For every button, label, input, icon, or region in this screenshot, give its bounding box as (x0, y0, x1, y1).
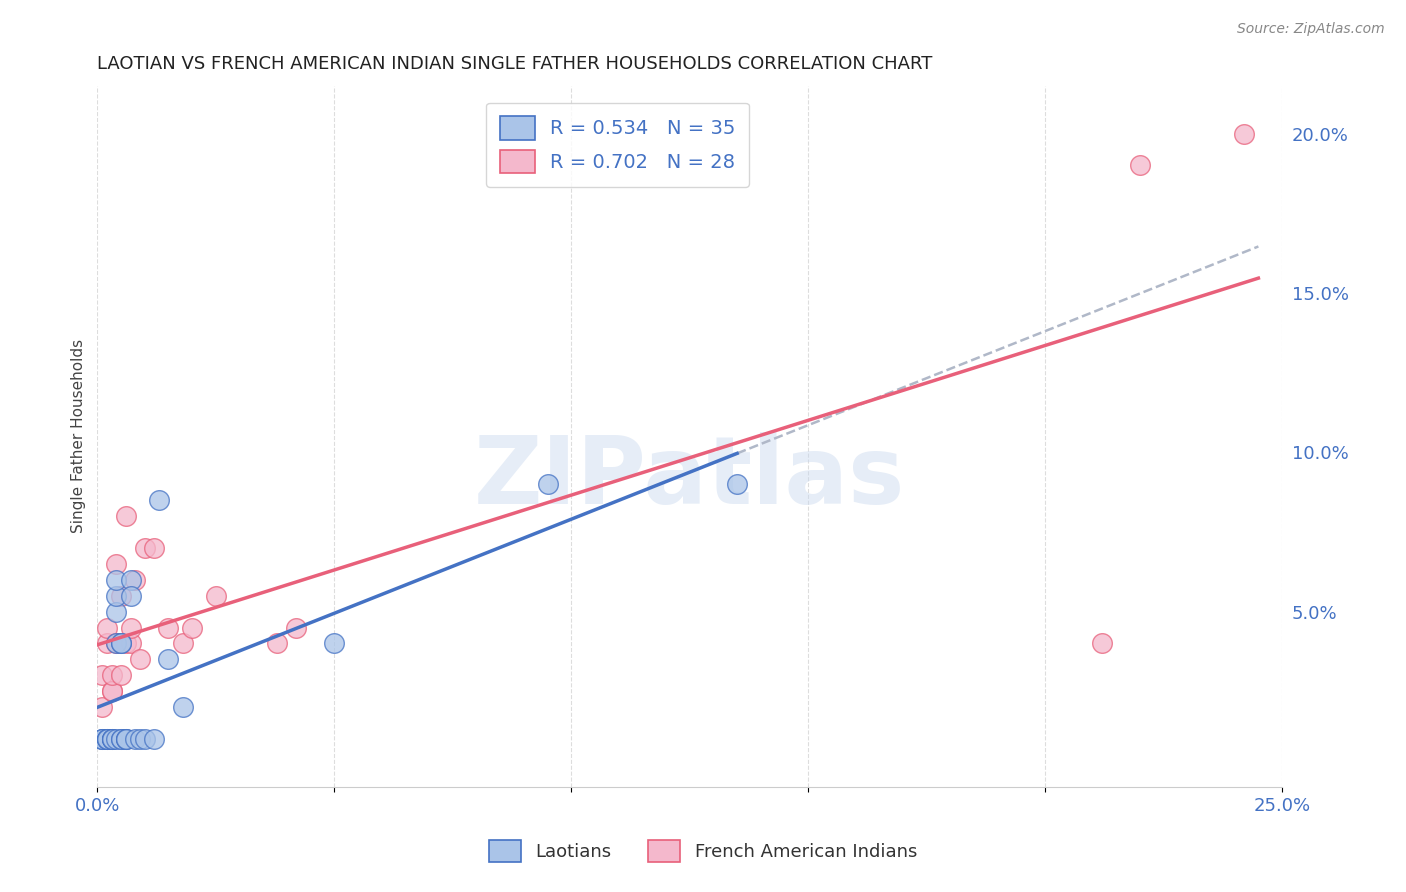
Point (100, 732, 122, 747)
Point (96, 732, 118, 747)
Point (114, 636, 136, 650)
Point (120, 620, 142, 634)
Point (91, 668, 114, 682)
Point (100, 684, 122, 698)
Point (157, 620, 180, 634)
Text: Source: ZipAtlas.com: Source: ZipAtlas.com (1237, 22, 1385, 37)
Point (120, 636, 142, 650)
Point (91, 732, 114, 747)
Point (100, 732, 122, 747)
Point (181, 620, 204, 634)
Legend: Laotians, French American Indians: Laotians, French American Indians (481, 833, 925, 870)
Point (110, 589, 132, 603)
Point (96, 732, 118, 747)
Point (100, 684, 122, 698)
Point (124, 732, 146, 747)
Point (1091, 636, 1114, 650)
Text: LAOTIAN VS FRENCH AMERICAN INDIAN SINGLE FATHER HOUSEHOLDS CORRELATION CHART: LAOTIAN VS FRENCH AMERICAN INDIAN SINGLE… (97, 55, 932, 73)
Point (96, 732, 118, 747)
Point (110, 668, 132, 682)
Point (129, 652, 152, 666)
Point (172, 700, 194, 714)
Point (105, 732, 128, 747)
Point (110, 636, 132, 650)
Point (120, 589, 142, 603)
Point (725, 477, 748, 491)
Point (114, 732, 136, 747)
Point (143, 541, 166, 555)
Point (205, 589, 228, 603)
Point (114, 732, 136, 747)
Point (91, 732, 114, 747)
Y-axis label: Single Father Households: Single Father Households (72, 339, 86, 533)
Point (157, 652, 180, 666)
Point (110, 732, 132, 747)
Point (124, 573, 146, 587)
Point (105, 636, 128, 650)
Point (134, 541, 156, 555)
Point (100, 732, 122, 747)
Point (148, 493, 170, 508)
Point (91, 732, 114, 747)
Point (105, 605, 128, 619)
Point (129, 732, 152, 747)
Point (1233, 127, 1256, 141)
Point (105, 589, 128, 603)
Text: ZIPatlas: ZIPatlas (474, 433, 905, 524)
Point (100, 732, 122, 747)
Point (96, 620, 118, 634)
Point (96, 732, 118, 747)
Point (110, 732, 132, 747)
Point (114, 732, 136, 747)
Point (105, 636, 128, 650)
Point (323, 636, 346, 650)
Point (120, 573, 142, 587)
Point (172, 636, 194, 650)
Point (134, 732, 156, 747)
Point (105, 557, 128, 571)
Point (114, 508, 136, 523)
Point (285, 620, 308, 634)
Point (266, 636, 288, 650)
Point (110, 636, 132, 650)
Point (1129, 159, 1152, 173)
Point (91, 700, 114, 714)
Point (100, 668, 122, 682)
Point (96, 636, 118, 650)
Point (536, 477, 558, 491)
Point (143, 732, 166, 747)
Point (105, 573, 128, 587)
Legend: R = 0.534   N = 35, R = 0.702   N = 28: R = 0.534 N = 35, R = 0.702 N = 28 (486, 103, 749, 187)
